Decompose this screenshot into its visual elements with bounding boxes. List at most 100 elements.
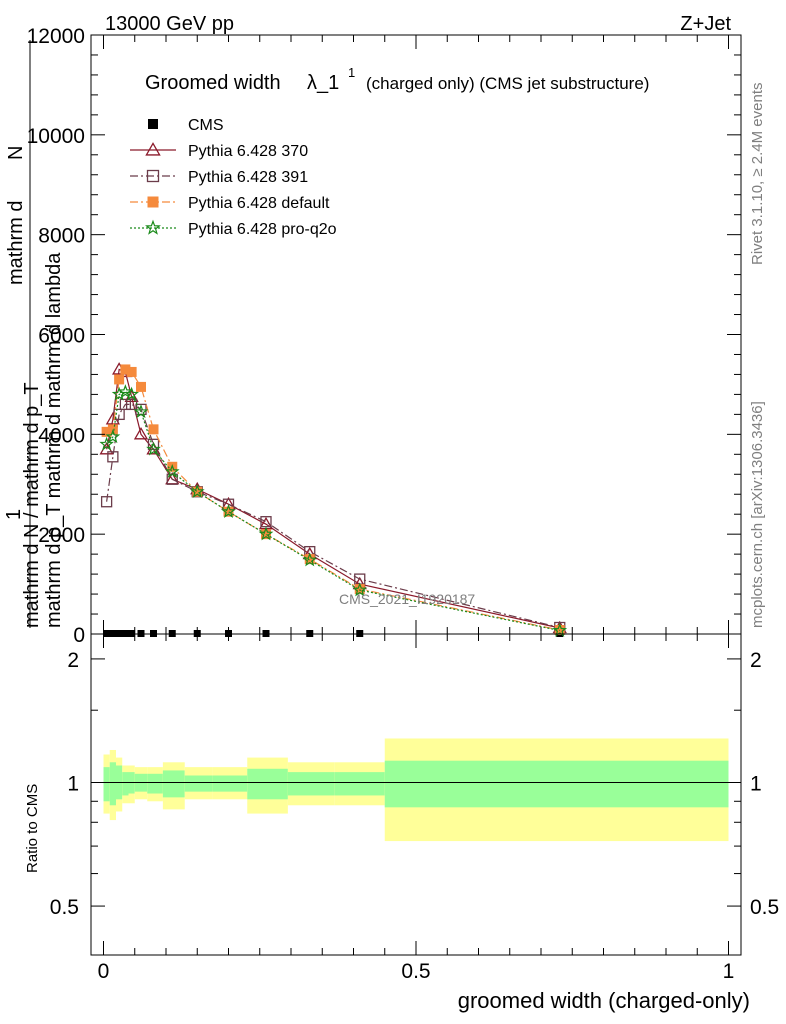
data-point — [101, 426, 112, 437]
ylabel-frac-bottom: mathrm d N / mathrm d p_T — [21, 382, 43, 628]
ratio-inner-band — [162, 770, 185, 798]
main-y-ticks: 0 2000 4000 6000 8000 10000 12000 — [27, 25, 741, 647]
ratio-y-tick-label-right: 2 — [750, 649, 762, 672]
ratio-inner-band — [103, 767, 110, 802]
main-y-tick-label: 0 — [73, 624, 85, 647]
data-point — [354, 584, 365, 595]
legend-marker — [145, 219, 161, 235]
series-line — [106, 368, 560, 631]
legend-label: Pythia 6.428 pro-q2o — [188, 221, 337, 238]
data-point — [133, 404, 149, 419]
header-right: Z+Jet — [680, 13, 731, 35]
ratio-inner-band — [384, 760, 729, 808]
main-x-ticks — [103, 35, 729, 634]
main-y-tick-label: 10000 — [27, 125, 85, 148]
data-point — [304, 554, 315, 565]
ratio-band-layer — [103, 738, 729, 842]
main-y-tick-label: 6000 — [38, 325, 85, 348]
legend-entry: Pythia 6.428 default — [130, 195, 330, 212]
data-point — [223, 506, 234, 517]
legend-entry: Pythia 6.428 370 — [130, 142, 308, 160]
data-point — [261, 529, 271, 540]
ratio-inner-band — [334, 772, 385, 796]
ratio-inner-band — [247, 768, 288, 800]
ratio-x-tick-label: 0.5 — [401, 960, 430, 983]
legend-label: Pythia 6.428 default — [188, 195, 330, 212]
series-line — [106, 391, 560, 632]
ylabel-prefix: 1 — [3, 509, 25, 520]
legend: CMS Pythia 6.428 370 Pythia 6.428 391 Pythi… — [130, 117, 337, 238]
main-y-tick-label: 4000 — [38, 424, 85, 447]
data-point — [113, 408, 125, 421]
chart-title: Groomed width λ_1 1 (charged only) (CMS … — [145, 65, 649, 94]
data-point — [302, 552, 318, 567]
legend-marker — [146, 169, 160, 183]
data-point — [133, 427, 149, 440]
ratio-inner-band — [184, 775, 213, 792]
legend-label: Pythia 6.428 391 — [188, 169, 308, 186]
data-point — [118, 384, 133, 399]
data-point — [126, 366, 137, 377]
data-point — [192, 486, 203, 497]
main-data-layer — [99, 362, 568, 638]
series-line — [106, 403, 560, 629]
rivet-label: Rivet 3.1.10, ≥ 2.4M events — [749, 83, 766, 266]
ratio-y-tick-label: 0.5 — [50, 896, 79, 919]
ratio-inner-band — [122, 772, 129, 796]
series-1 — [99, 362, 567, 634]
title-suffix: (charged only) (CMS jet substructure) — [366, 74, 649, 93]
ratio-y-axis-label: Ratio to CMS — [24, 784, 41, 873]
series-2 — [100, 398, 566, 634]
data-point — [221, 503, 236, 518]
ylabel-den: mathrm d p_T mathrm d mathrm d lambda — [43, 252, 65, 628]
main-y-tick-label: 12000 — [27, 25, 85, 48]
series-3 — [101, 364, 565, 636]
analysis-watermark: CMS_2021_I1920187 — [339, 591, 475, 607]
data-point — [189, 484, 205, 498]
series-line — [106, 368, 560, 629]
main-y-tick-label: 2000 — [38, 524, 85, 547]
ratio-inner-band — [212, 775, 248, 792]
data-point — [99, 436, 114, 451]
ratio-y-tick-label: 2 — [67, 649, 79, 672]
ylabel-num-bottom: N — [5, 146, 27, 160]
legend-marker — [147, 196, 159, 208]
data-point — [164, 464, 180, 479]
title-symbol: λ_1 — [307, 72, 339, 94]
main-plot: 0 2000 4000 6000 8000 10000 12000 — [27, 25, 742, 647]
title-main: Groomed width — [145, 72, 281, 94]
data-point — [146, 441, 161, 455]
data-point — [258, 526, 274, 541]
data-point — [146, 441, 161, 456]
legend-label: CMS — [188, 117, 224, 134]
legend-entry: Pythia 6.428 391 — [130, 169, 308, 186]
legend-marker — [148, 119, 158, 129]
ratio-y-tick-label-right: 1 — [750, 772, 762, 795]
mcplots-label: mcplots.cern.ch [arXiv:1306.3436] — [749, 401, 766, 628]
data-point — [120, 364, 131, 375]
series-4 — [99, 384, 568, 637]
legend-entry: Pythia 6.428 pro-q2o — [130, 219, 337, 238]
ratio-y-tick-label-right: 0.5 — [750, 896, 779, 919]
data-point — [352, 582, 368, 597]
ratio-y-ticks: 0.5 0.5 1 1 2 2 — [50, 649, 779, 919]
ratio-inner-band — [109, 762, 116, 806]
data-point — [124, 386, 139, 401]
header-left: 13000 GeV pp — [105, 13, 234, 35]
ratio-inner-band — [287, 772, 335, 796]
data-point — [119, 398, 132, 411]
legend-label: Pythia 6.428 370 — [188, 143, 308, 160]
legend-marker — [145, 142, 161, 156]
data-point — [552, 622, 568, 637]
data-point — [107, 451, 119, 463]
legend-entry: CMS — [148, 117, 224, 134]
ratio-inner-band — [147, 773, 163, 794]
data-point — [100, 496, 113, 508]
data-point — [114, 374, 125, 385]
ratio-x-tick-label: 1 — [723, 960, 735, 983]
x-axis-label: groomed width (charged-only) — [458, 988, 750, 1013]
ylabel-num-top: mathrm d — [5, 201, 27, 285]
title-superscript: 1 — [348, 65, 355, 80]
data-point — [136, 381, 146, 392]
ratio-x-ticks: 0 0.5 1 — [98, 634, 735, 983]
